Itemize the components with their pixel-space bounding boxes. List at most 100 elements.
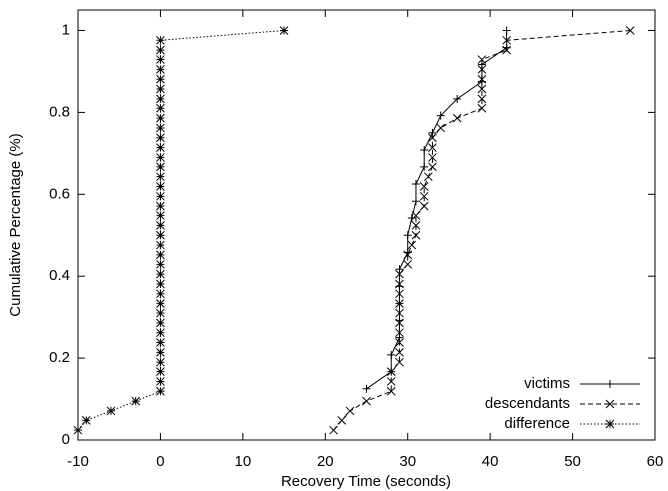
marker	[395, 279, 404, 289]
marker	[436, 123, 446, 133]
marker	[156, 338, 165, 347]
marker	[436, 111, 445, 120]
marker	[131, 396, 141, 406]
marker	[156, 269, 165, 279]
marker	[156, 211, 165, 220]
marker	[453, 94, 462, 103]
marker	[606, 380, 614, 388]
series-line	[77, 29, 285, 431]
marker	[419, 182, 429, 191]
marker	[156, 182, 165, 191]
marker	[395, 265, 404, 274]
legend-label: victims	[524, 375, 570, 392]
marker	[156, 35, 165, 45]
marker	[362, 396, 371, 406]
marker	[362, 384, 371, 393]
y-axis-label: Cumulative Percentage (%)	[7, 133, 24, 316]
marker	[73, 425, 83, 435]
marker	[156, 240, 165, 250]
marker	[428, 153, 437, 162]
marker	[156, 201, 165, 211]
x-axis-label: Recovery Time (seconds)	[281, 473, 451, 490]
marker	[156, 172, 165, 182]
series-line	[366, 30, 508, 390]
y-tick-label: 1	[62, 21, 70, 38]
marker	[395, 299, 404, 308]
marker	[156, 377, 165, 386]
marker	[605, 399, 615, 409]
marker	[420, 162, 429, 171]
marker	[156, 74, 165, 84]
marker	[395, 308, 404, 318]
marker	[156, 45, 165, 55]
y-tick-label: 0.6	[49, 185, 70, 202]
marker	[428, 162, 437, 172]
marker	[156, 279, 165, 289]
marker	[156, 153, 165, 162]
marker	[329, 425, 338, 435]
x-tick-label: 40	[482, 453, 499, 470]
marker	[156, 308, 165, 318]
marker	[477, 84, 487, 94]
marker	[625, 26, 635, 35]
marker	[428, 143, 437, 152]
marker	[345, 406, 355, 416]
marker	[156, 55, 165, 64]
marker	[156, 221, 165, 230]
marker	[156, 328, 165, 338]
marker	[411, 180, 420, 189]
marker	[403, 250, 413, 260]
y-tick-label: 0	[62, 431, 70, 448]
marker	[387, 350, 396, 359]
marker	[395, 348, 404, 357]
marker	[502, 35, 511, 45]
marker	[477, 65, 487, 74]
marker	[156, 367, 165, 376]
marker	[156, 162, 165, 172]
marker	[477, 55, 487, 64]
marker	[395, 328, 404, 338]
marker	[395, 318, 404, 328]
marker	[156, 191, 165, 201]
marker	[156, 348, 165, 357]
marker	[419, 201, 429, 211]
series-line	[333, 29, 631, 431]
marker	[477, 94, 487, 104]
marker	[428, 133, 437, 143]
marker	[156, 123, 165, 133]
marker	[395, 289, 404, 299]
marker	[156, 94, 165, 104]
marker	[403, 231, 412, 240]
marker	[156, 143, 165, 152]
marker	[605, 419, 615, 429]
marker	[407, 240, 417, 250]
marker	[337, 415, 347, 425]
marker	[502, 26, 511, 35]
marker	[423, 172, 433, 182]
marker	[386, 367, 396, 376]
marker	[419, 191, 429, 201]
marker	[156, 113, 165, 123]
marker	[395, 357, 404, 367]
marker	[411, 211, 421, 220]
x-tick-label: 20	[317, 453, 334, 470]
legend-label: difference	[504, 415, 570, 432]
marker	[403, 259, 413, 269]
x-tick-label: -10	[67, 453, 89, 470]
marker	[420, 146, 429, 155]
marker	[407, 214, 416, 223]
marker	[156, 103, 165, 113]
marker	[106, 406, 116, 416]
marker	[386, 377, 396, 386]
marker	[156, 289, 165, 299]
marker	[411, 230, 421, 240]
legend-label: descendants	[485, 395, 570, 412]
y-tick-label: 0.2	[49, 349, 70, 366]
x-tick-label: 10	[235, 453, 252, 470]
marker	[477, 103, 487, 113]
x-tick-label: 0	[156, 453, 164, 470]
marker	[395, 338, 404, 347]
marker	[156, 386, 165, 396]
